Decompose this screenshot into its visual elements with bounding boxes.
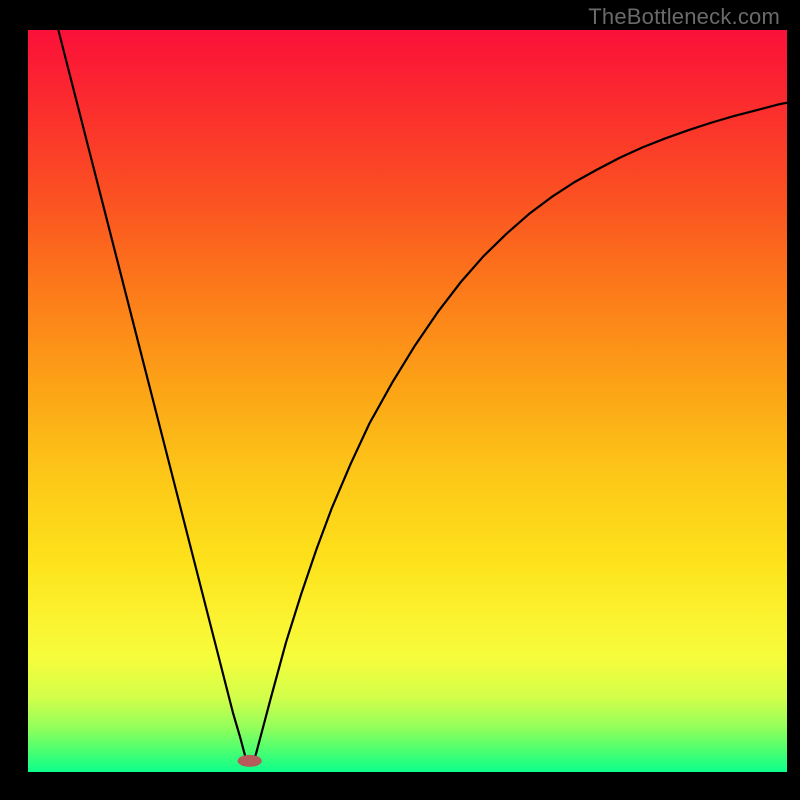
watermark-text: TheBottleneck.com: [588, 4, 780, 30]
chart-gradient-background: [28, 30, 787, 772]
bottleneck-curve-chart: [0, 0, 800, 800]
optimal-point-marker: [237, 755, 261, 767]
